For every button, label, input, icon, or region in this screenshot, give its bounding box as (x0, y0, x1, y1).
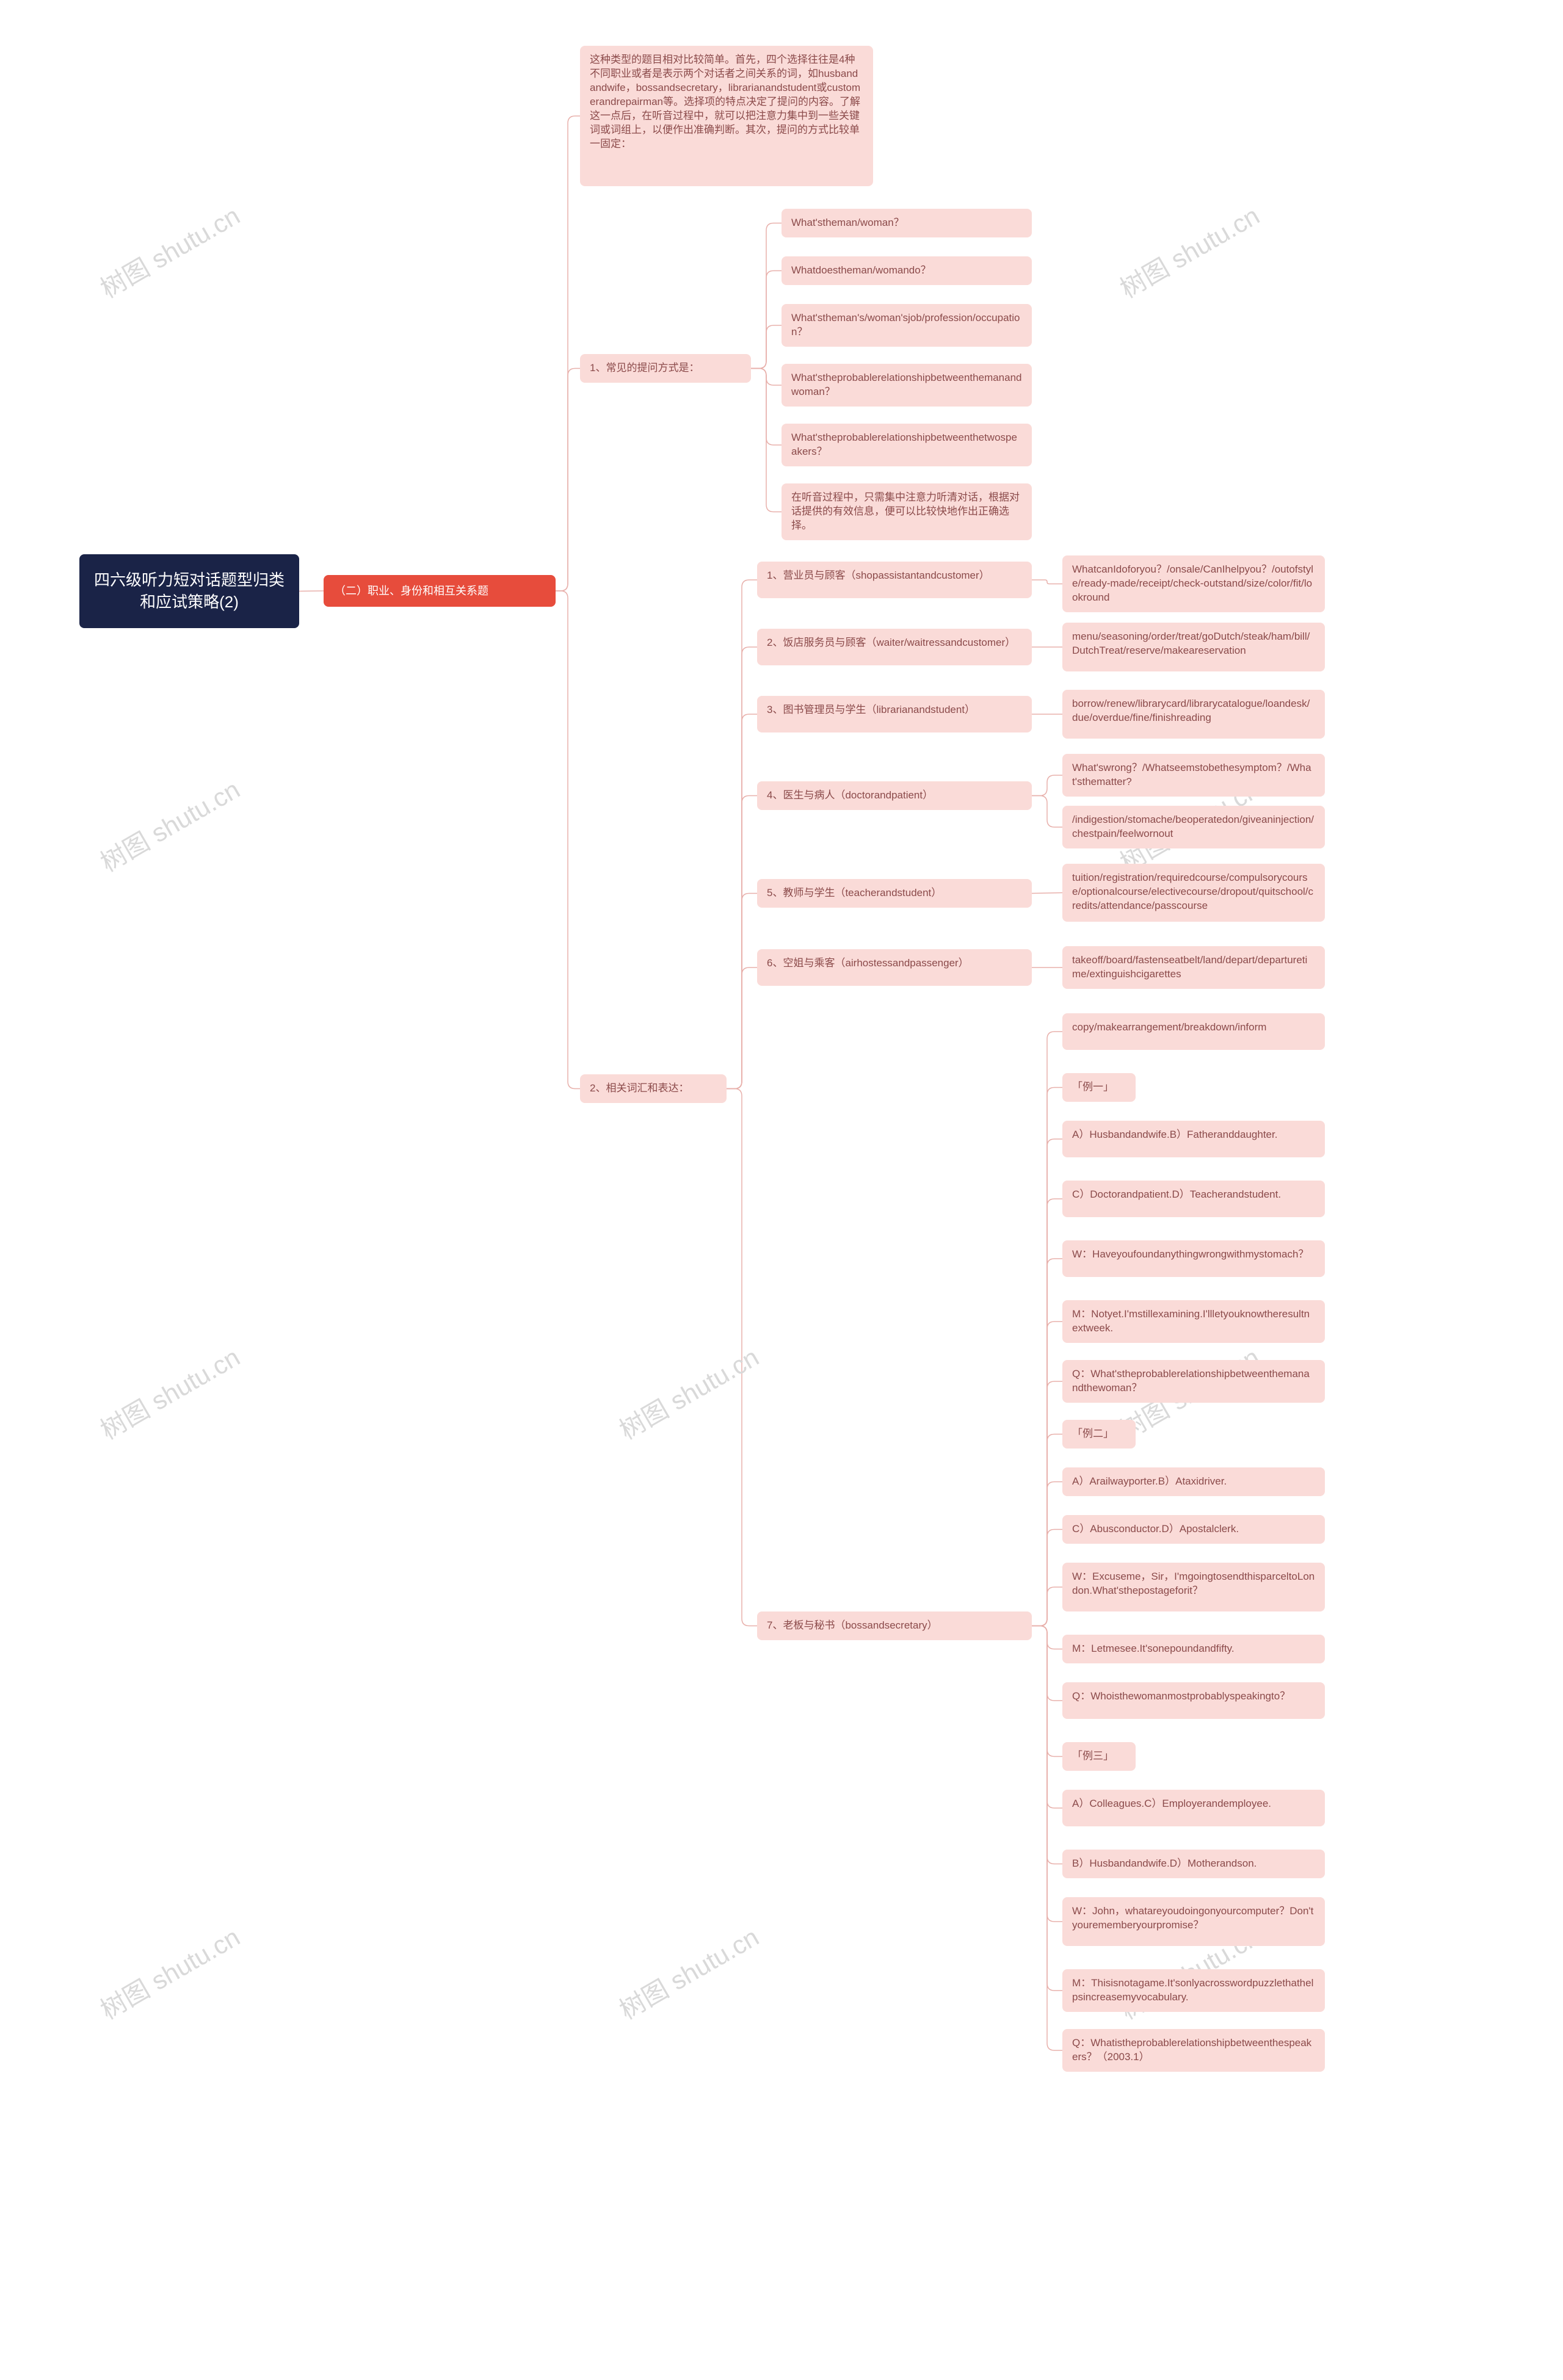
leaf-v5d: tuition/registration/requiredcourse/comp… (1062, 864, 1325, 922)
leaf-v6d: takeoff/board/fastenseatbelt/land/depart… (1062, 946, 1325, 989)
watermark: 树图 shutu.cn (1112, 195, 1266, 305)
watermark: 树图 shutu.cn (93, 1337, 246, 1447)
leaf-q_label: 1、常见的提问方式是： (580, 354, 751, 383)
leaf-ex1w: W：Haveyoufoundanythingwrongwithmystomach… (1062, 1240, 1325, 1277)
leaf-v5: 5、教师与学生（teacherandstudent） (757, 879, 1032, 908)
watermark: 树图 shutu.cn (612, 1917, 765, 2027)
leaf-ex3q: Q：Whatistheprobablerelationshipbetweenth… (1062, 2029, 1325, 2072)
leaf-ex1: 「例一」 (1062, 1073, 1136, 1102)
leaf-ex2m: M：Letmesee.It'sonepoundandfifty. (1062, 1635, 1325, 1663)
leaf-ex1a: A）Husbandandwife.B）Fatheranddaughter. (1062, 1121, 1325, 1157)
leaf-v7: 7、老板与秘书（bossandsecretary） (757, 1611, 1032, 1640)
leaf-v4: 4、医生与病人（doctorandpatient） (757, 781, 1032, 810)
leaf-v4a: What'swrong？/Whatseemstobethesymptom？/Wh… (1062, 754, 1325, 797)
watermark: 树图 shutu.cn (93, 1917, 246, 2027)
leaf-ex2a: A）Arailwayporter.B）Ataxidriver. (1062, 1467, 1325, 1496)
leaf-v3d: borrow/renew/librarycard/librarycatalogu… (1062, 690, 1325, 739)
leaf-v2: 2、饭店服务员与顾客（waiter/waitressandcustomer） (757, 629, 1032, 665)
leaf-ex2c: C）Abusconductor.D）Apostalclerk. (1062, 1515, 1325, 1544)
leaf-ex3m: M：Thisisnotagame.It'sonlyacrosswordpuzzl… (1062, 1969, 1325, 2012)
leaf-v2d: menu/seasoning/order/treat/goDutch/steak… (1062, 623, 1325, 671)
leaf-q5: What'stheprobablerelationshipbetweenthet… (782, 424, 1032, 466)
leaf-v7d: copy/makearrangement/breakdown/inform (1062, 1013, 1325, 1050)
root-node: 四六级听力短对话题型归类和应试策略(2) (79, 554, 299, 628)
leaf-v1: 1、营业员与顾客（shopassistantandcustomer） (757, 562, 1032, 598)
leaf-ex2q: Q：Whoisthewomanmostprobablyspeakingto？ (1062, 1682, 1325, 1719)
leaf-ex2w: W：Excuseme，Sir，I'mgoingtosendthisparcelt… (1062, 1563, 1325, 1611)
leaf-ex1q: Q：What'stheprobablerelationshipbetweenth… (1062, 1360, 1325, 1403)
leaf-ex3w: W：John，whatareyoudoingonyourcomputer？Don… (1062, 1897, 1325, 1946)
leaf-ex3b: B）Husbandandwife.D）Motherandson. (1062, 1850, 1325, 1878)
leaf-v4b: /indigestion/stomache/beoperatedon/givea… (1062, 806, 1325, 848)
leaf-v6: 6、空姐与乘客（airhostessandpassenger） (757, 949, 1032, 986)
leaf-v1d: WhatcanIdoforyou？/onsale/CanIhelpyou？/ou… (1062, 555, 1325, 612)
leaf-ex3a: A）Colleagues.C）Employerandemployee. (1062, 1790, 1325, 1826)
leaf-intro: 这种类型的题目相对比较简单。首先，四个选择往往是4种不同职业或者是表示两个对话者… (580, 46, 873, 186)
watermark: 树图 shutu.cn (93, 195, 246, 305)
connector-layer (0, 0, 1563, 2380)
leaf-q1: What'stheman/woman？ (782, 209, 1032, 237)
leaf-q3: What'stheman's/woman'sjob/profession/occ… (782, 304, 1032, 347)
leaf-ex3: 「例三」 (1062, 1742, 1136, 1771)
leaf-ex1m: M：Notyet.I'mstillexamining.I'llletyoukno… (1062, 1300, 1325, 1343)
leaf-q2: Whatdoestheman/womando？ (782, 256, 1032, 285)
leaf-ex1c: C）Doctorandpatient.D）Teacherandstudent. (1062, 1181, 1325, 1217)
leaf-v_label: 2、相关词汇和表达： (580, 1074, 727, 1103)
branch-node: （二）职业、身份和相互关系题 (324, 575, 556, 607)
watermark: 树图 shutu.cn (93, 769, 246, 879)
leaf-ex2: 「例二」 (1062, 1420, 1136, 1449)
leaf-v3: 3、图书管理员与学生（librarianandstudent） (757, 696, 1032, 732)
watermark: 树图 shutu.cn (612, 1337, 765, 1447)
leaf-q4: What'stheprobablerelationshipbetweenthem… (782, 364, 1032, 407)
mindmap-canvas: 树图 shutu.cn 树图 shutu.cn 树图 shutu.cn 树图 shut… (0, 0, 1563, 2380)
leaf-q6: 在听音过程中，只需集中注意力听清对话，根据对话提供的有效信息，便可以比较快地作出… (782, 483, 1032, 540)
